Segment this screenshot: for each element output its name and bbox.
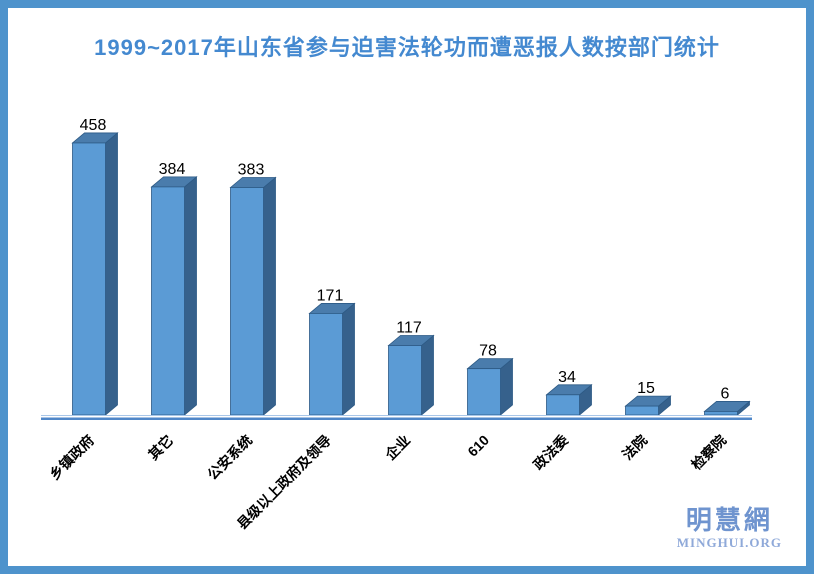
- bar-value-label: 34: [558, 369, 576, 386]
- bar: [230, 187, 264, 416]
- bar-chart: 458乡镇政府384其它383公安系统171县级以上政府及领导117企业7861…: [41, 117, 752, 532]
- bar-category-label: 乡镇政府: [46, 432, 97, 483]
- bar-side-face: [184, 176, 197, 416]
- bar: [151, 186, 185, 416]
- minghui-logo-english: MINGHUI.ORG: [676, 535, 782, 551]
- bar-category-label: 政法委: [530, 432, 571, 473]
- minghui-logo: 明慧網 MINGHUI.ORG: [676, 505, 782, 551]
- bar-value-label: 171: [317, 287, 344, 304]
- bar-value-label: 15: [637, 380, 655, 397]
- bar-value-label: 6: [721, 385, 730, 402]
- bar-category-label: 检察院: [688, 432, 729, 473]
- bar-category-label: 企业: [381, 432, 413, 464]
- bar: [625, 405, 659, 416]
- bar: [72, 142, 106, 416]
- bar: [546, 394, 580, 416]
- bar-side-face: [342, 302, 355, 416]
- bar-category-label: 法院: [619, 432, 650, 463]
- bar-side-face: [105, 132, 118, 416]
- bar-side-face: [421, 334, 434, 416]
- chart-title: 1999~2017年山东省参与迫害法轮功而遭恶报人数按部门统计: [94, 35, 720, 60]
- bar: [467, 368, 501, 416]
- bar: [309, 313, 343, 416]
- bar: [704, 411, 738, 416]
- bar-category-label: 610: [464, 432, 492, 460]
- minghui-logo-chinese: 明慧網: [685, 505, 773, 536]
- bar-side-face: [263, 176, 276, 416]
- x-axis-line: [41, 417, 752, 420]
- bar-value-label: 383: [238, 161, 265, 178]
- bar-value-label: 384: [159, 161, 186, 178]
- x-axis-line-light: [41, 415, 752, 416]
- bar-category-label: 公安系统: [204, 432, 255, 483]
- bar-category-label: 其它: [145, 432, 176, 463]
- bar-value-label: 458: [80, 117, 107, 134]
- bar-value-label: 117: [396, 320, 422, 337]
- bar-value-label: 78: [479, 343, 497, 360]
- bar: [388, 345, 422, 416]
